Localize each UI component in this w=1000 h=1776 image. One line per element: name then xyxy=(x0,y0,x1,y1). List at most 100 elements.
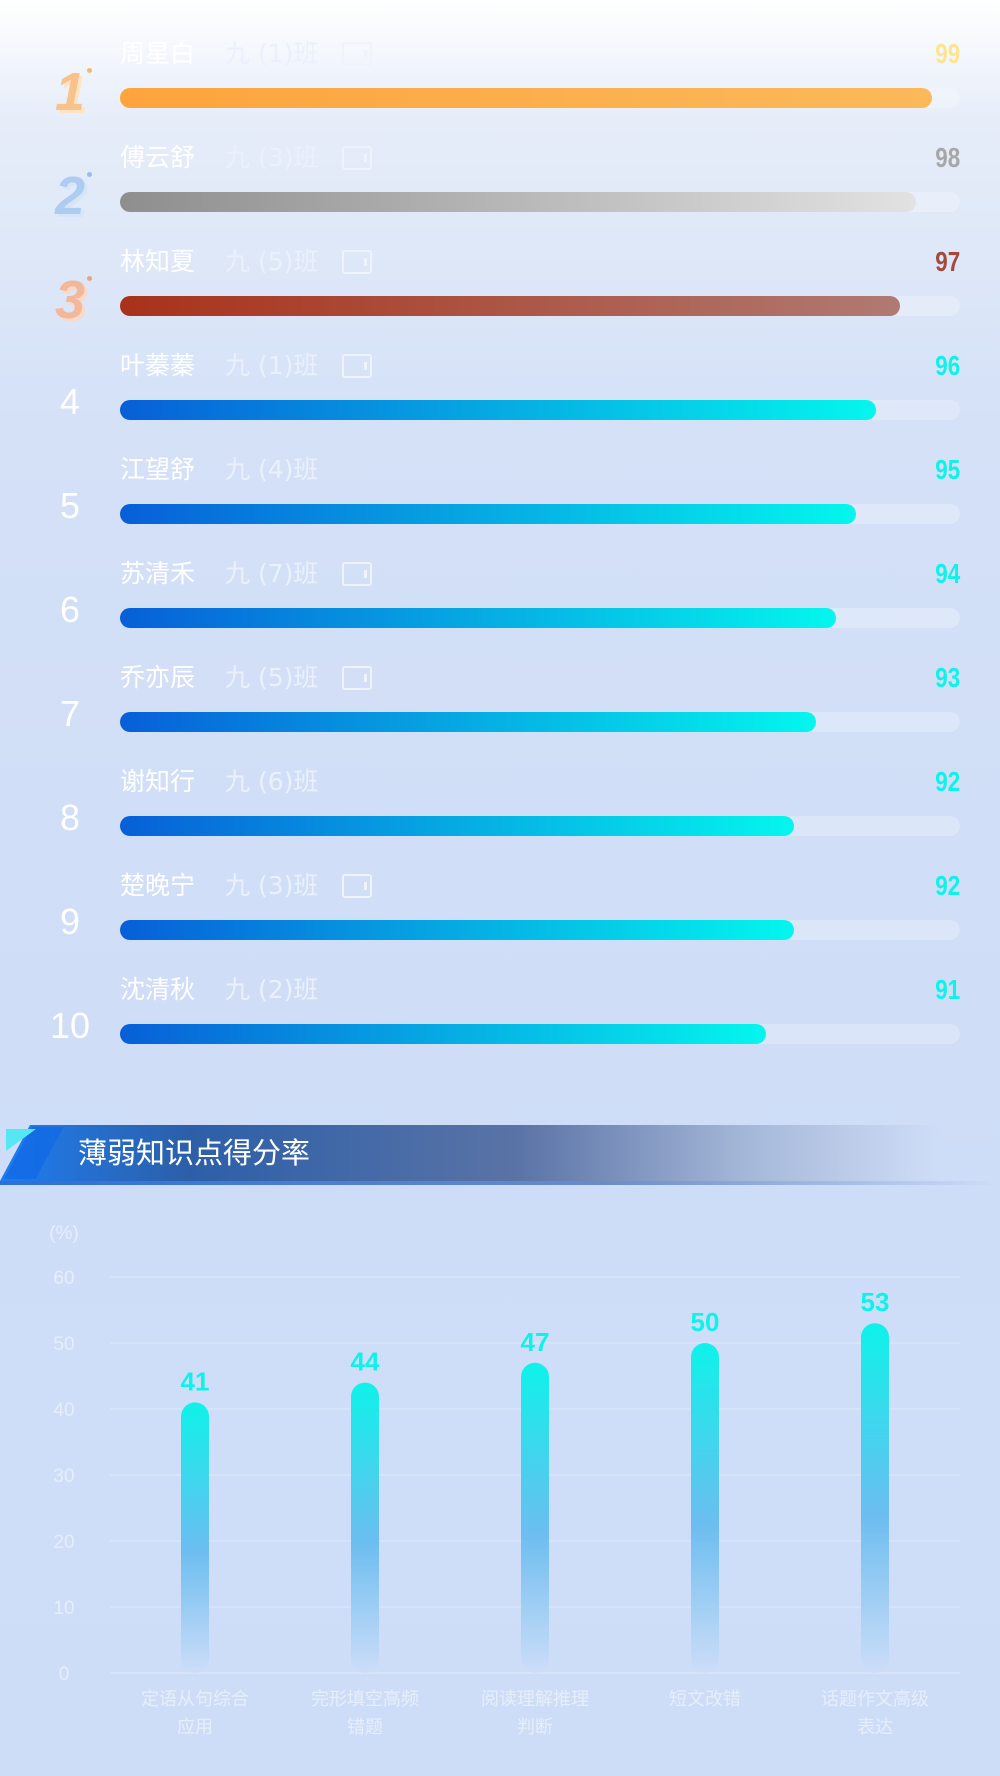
score-value: 99 xyxy=(935,38,960,69)
class-label: 九 (5)班 xyxy=(225,663,319,692)
student-name: 傅云舒 xyxy=(120,143,196,172)
y-tick-label: 30 xyxy=(53,1466,74,1487)
medal-dot xyxy=(87,276,92,281)
score-value: 93 xyxy=(935,662,960,693)
chart-bar xyxy=(691,1343,719,1673)
silver-medal-icon: 2 xyxy=(40,166,100,226)
chart-bar xyxy=(861,1323,889,1673)
student-name: 沈清秋 xyxy=(120,975,196,1004)
ranking-row: 1 周星白九 (1)班 99 xyxy=(0,22,1000,126)
student-name: 乔亦辰 xyxy=(120,663,196,692)
gold-medal-icon: 1 xyxy=(40,62,100,122)
chart-bar xyxy=(351,1382,379,1673)
score-bar-track xyxy=(120,608,960,628)
y-tick-label: 50 xyxy=(53,1334,74,1355)
x-category-label: 短文改错 xyxy=(669,1689,741,1710)
score-bar-track xyxy=(120,400,960,420)
class-label: 九 (1)班 xyxy=(225,39,319,68)
weak-points-chart: (%) 0 10 20 30 40 50 60 41 定语从句综合 应用 44 完形填空高频 错题 47 阅读… xyxy=(0,1200,1000,1760)
score-value: 92 xyxy=(935,766,960,797)
student-name: 江望舒 xyxy=(120,455,196,484)
bar-value-label: 53 xyxy=(861,1287,890,1317)
y-tick-label: 40 xyxy=(53,1400,74,1421)
y-axis-unit: (%) xyxy=(49,1223,79,1244)
medal-dot xyxy=(87,172,92,177)
ranking-row: 5 江望舒九 (4)班 95 xyxy=(0,438,1000,542)
score-value: 96 xyxy=(935,350,960,381)
score-bar-fill xyxy=(120,400,876,420)
y-tick-label: 60 xyxy=(53,1268,74,1289)
y-tick-label: 10 xyxy=(53,1598,74,1619)
bar-value-label: 47 xyxy=(521,1327,550,1357)
rank-number: 2 xyxy=(54,166,86,226)
section-title: 薄弱知识点得分率 xyxy=(78,1136,311,1170)
score-bar-track xyxy=(120,504,960,524)
bar-value-label: 44 xyxy=(351,1347,380,1377)
rank-number: 5 xyxy=(59,485,81,526)
score-bar-track xyxy=(120,192,960,212)
class-label: 九 (7)班 xyxy=(225,559,319,588)
x-category-label: 话题作文高级 xyxy=(821,1689,929,1710)
tag-icon xyxy=(342,354,372,378)
student-name: 周星白 xyxy=(120,39,196,68)
score-bar-track xyxy=(120,88,960,108)
score-bar-track xyxy=(120,920,960,940)
bar-value-label: 50 xyxy=(691,1307,720,1337)
rank-number: 6 xyxy=(59,589,81,630)
student-name: 林知夏 xyxy=(120,247,196,276)
ranking-row: 3 林知夏九 (5)班 97 xyxy=(0,230,1000,334)
tag-icon xyxy=(342,874,372,898)
ranking-row: 7 乔亦辰九 (5)班 93 xyxy=(0,646,1000,750)
medal-dot xyxy=(87,68,92,73)
student-name: 楚晚宁 xyxy=(120,871,196,900)
score-bar-fill xyxy=(120,920,794,940)
ranking-row: 10 沈清秋九 (2)班 91 xyxy=(0,958,1000,1062)
score-bar-fill xyxy=(120,1024,766,1044)
student-name: 叶蓁蓁 xyxy=(120,351,196,380)
rank-number: 9 xyxy=(59,901,81,942)
bronze-medal-icon: 3 xyxy=(40,270,100,330)
x-category-label: 完形填空高频 xyxy=(311,1689,419,1710)
score-value: 94 xyxy=(935,558,960,589)
rank-number: 3 xyxy=(54,270,86,330)
student-name: 谢知行 xyxy=(120,767,196,796)
score-bar-fill xyxy=(120,88,932,108)
class-label: 九 (2)班 xyxy=(225,975,319,1004)
x-category-label: 判断 xyxy=(517,1717,553,1738)
x-category-label: 应用 xyxy=(177,1717,213,1738)
class-label: 九 (3)班 xyxy=(225,143,319,172)
x-category-label: 定语从句综合 xyxy=(141,1689,249,1710)
score-bar-track xyxy=(120,296,960,316)
score-bar-fill xyxy=(120,816,794,836)
score-bar-fill xyxy=(120,504,856,524)
rank-number: 4 xyxy=(59,381,81,422)
rank-number: 7 xyxy=(59,693,81,734)
score-value: 92 xyxy=(935,870,960,901)
score-bar-fill xyxy=(120,712,816,732)
ranking-row: 9 楚晚宁九 (3)班 92 xyxy=(0,854,1000,958)
section-underline xyxy=(0,1181,1000,1185)
score-bar-track xyxy=(120,712,960,732)
student-name: 苏清禾 xyxy=(120,559,196,588)
ranking-row: 2 傅云舒九 (3)班 98 xyxy=(0,126,1000,230)
y-tick-label: 20 xyxy=(53,1532,74,1553)
x-category-label: 阅读理解推理 xyxy=(481,1689,589,1710)
tag-icon xyxy=(342,146,372,170)
tag-icon xyxy=(342,562,372,586)
score-bar-fill xyxy=(120,296,900,316)
chart-bar xyxy=(521,1362,549,1673)
ranking-row: 6 苏清禾九 (7)班 94 xyxy=(0,542,1000,646)
class-label: 九 (6)班 xyxy=(225,767,319,796)
ranking-row: 8 谢知行九 (6)班 92 xyxy=(0,750,1000,854)
y-tick-label: 0 xyxy=(59,1664,70,1685)
score-bar-fill xyxy=(120,608,836,628)
score-bar-track xyxy=(120,1024,960,1044)
class-label: 九 (3)班 xyxy=(225,871,319,900)
rank-number: 8 xyxy=(59,797,81,838)
tag-icon xyxy=(342,666,372,690)
ranking-row: 4 叶蓁蓁九 (1)班 96 xyxy=(0,334,1000,438)
class-label: 九 (5)班 xyxy=(225,247,319,276)
score-bar-fill xyxy=(120,192,916,212)
